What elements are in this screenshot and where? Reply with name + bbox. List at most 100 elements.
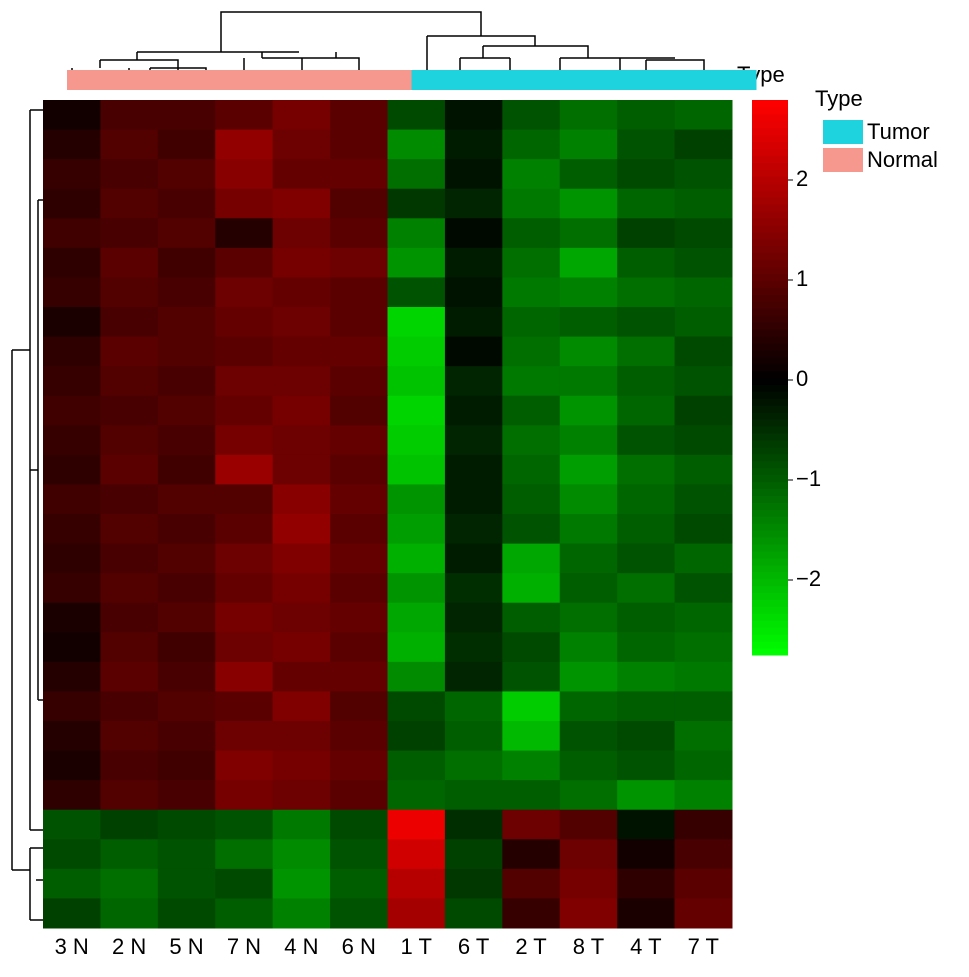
colorbar-step — [752, 453, 788, 462]
heatmap-cell — [444, 868, 503, 899]
heatmap-cell — [330, 868, 388, 899]
heatmap-cell — [674, 809, 733, 840]
heatmap-cell — [502, 277, 561, 308]
heatmap-cell — [157, 868, 216, 899]
heatmap-cell — [272, 218, 331, 249]
heatmap-cell — [215, 277, 274, 308]
heatmap-cell — [674, 868, 733, 899]
heatmap-cell — [272, 898, 331, 929]
heatmap-cell — [100, 218, 159, 249]
heatmap-cell — [330, 780, 388, 811]
heatmap-cell — [272, 247, 331, 278]
heatmap-cell — [272, 543, 331, 574]
heatmap-cell — [617, 632, 676, 663]
heatmap-cell — [100, 307, 159, 338]
heatmap-cell — [157, 780, 216, 811]
heatmap-cell — [559, 454, 618, 485]
colorbar-step — [752, 349, 788, 358]
colorbar-step — [752, 356, 788, 365]
heatmap-cell — [272, 573, 331, 604]
colorbar-step — [752, 100, 788, 108]
heatmap-cell — [330, 277, 388, 308]
colorbar-step — [752, 190, 788, 198]
legend-label: Normal — [867, 147, 938, 172]
heatmap-cell — [559, 809, 618, 840]
colorbar-step — [752, 384, 788, 392]
heatmap-cell — [502, 602, 561, 633]
heatmap-cell — [502, 454, 561, 485]
heatmap-cell — [100, 691, 159, 722]
heatmap-cell — [157, 543, 216, 574]
heatmap-cell — [215, 218, 274, 249]
heatmap-cell — [559, 159, 618, 190]
colorbar-step — [752, 599, 788, 607]
heatmap-cell — [617, 188, 676, 219]
heatmap-cell — [444, 514, 503, 545]
heatmap-cell — [502, 839, 561, 870]
heatmap-cell — [272, 454, 331, 485]
heatmap-cell — [330, 247, 388, 278]
heatmap-cell — [215, 336, 274, 367]
heatmap-cell — [330, 809, 388, 840]
colorbar-step — [752, 308, 788, 316]
heatmap-cell — [674, 484, 733, 515]
heatmap-cell — [272, 514, 331, 545]
heatmap-cell — [43, 750, 101, 781]
heatmap-cell — [617, 336, 676, 367]
colorbar-step — [752, 467, 788, 476]
colorbar-step — [752, 426, 788, 434]
colorbar-step — [752, 592, 788, 600]
colorbar-step — [752, 176, 788, 184]
colorbar-step — [752, 273, 788, 281]
colorbar-step — [752, 530, 788, 538]
heatmap-cell — [157, 602, 216, 633]
heatmap-cell — [617, 129, 676, 160]
colorbar-tick-label: 0 — [796, 366, 808, 391]
colorbar-step — [752, 197, 788, 205]
colorbar-step — [752, 613, 788, 621]
heatmap-cell — [330, 573, 388, 604]
heatmap-cell — [157, 898, 216, 929]
colorbar-step — [752, 134, 788, 143]
heatmap-cell — [444, 188, 503, 219]
colorbar-step — [752, 537, 788, 545]
heatmap-cell — [272, 336, 331, 367]
heatmap-cell — [444, 454, 503, 485]
heatmap-cell — [502, 247, 561, 278]
heatmap-cell — [502, 691, 561, 722]
heatmap-cell — [617, 868, 676, 899]
heatmap-cell — [387, 100, 446, 131]
column-label: 6 N — [342, 934, 376, 959]
heatmap-cell — [157, 809, 216, 840]
heatmap-cell — [444, 573, 503, 604]
heatmap-cell — [617, 100, 676, 131]
colorbar-step — [752, 460, 788, 469]
heatmap-cell — [674, 307, 733, 338]
heatmap-cell — [502, 721, 561, 752]
colorbar-step — [752, 315, 788, 323]
heatmap-cell — [559, 839, 618, 870]
heatmap-cell — [272, 661, 331, 692]
heatmap-cell — [272, 129, 331, 160]
heatmap-cell — [674, 661, 733, 692]
heatmap-cell — [100, 336, 159, 367]
heatmap-cell — [387, 839, 446, 870]
heatmap-cell — [43, 602, 101, 633]
heatmap-cell — [43, 543, 101, 574]
heatmap-cell — [502, 188, 561, 219]
colorbar-step — [752, 204, 788, 212]
heatmap-cell — [43, 159, 101, 190]
heatmap-cell — [215, 543, 274, 574]
annotation-cell — [296, 70, 355, 90]
heatmap-cell — [272, 159, 331, 190]
heatmap-cell — [157, 750, 216, 781]
heatmap-cell — [100, 247, 159, 278]
heatmap-cell — [674, 100, 733, 131]
annotation-cell — [641, 70, 700, 90]
heatmap-cell — [674, 247, 733, 278]
annotation-cell — [698, 70, 757, 90]
heatmap-cell — [502, 366, 561, 397]
heatmap-cell — [674, 780, 733, 811]
heatmap-cell — [43, 632, 101, 663]
heatmap-cell — [157, 632, 216, 663]
